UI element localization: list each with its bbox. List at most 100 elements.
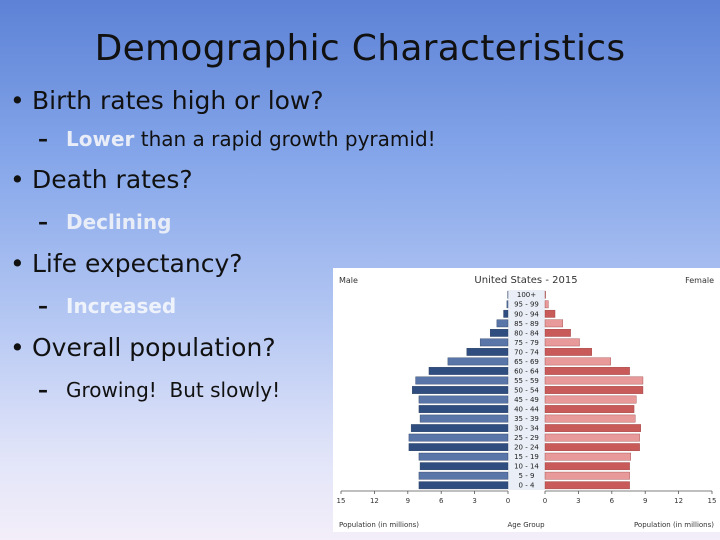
x-tick-label: 15 — [337, 497, 346, 505]
age-group-label: 55 - 59 — [514, 377, 539, 385]
age-group-label: 95 - 99 — [514, 301, 539, 309]
male-bar — [489, 328, 509, 337]
bullet-text: Death rates? — [32, 165, 193, 194]
female-bar — [544, 290, 546, 299]
female-bar — [544, 328, 571, 337]
female-bar — [544, 443, 640, 452]
bullet-dot: • — [10, 165, 25, 194]
female-bar — [544, 338, 580, 347]
bullet-birth-rates: • Birth rates high or low? — [10, 86, 324, 115]
x-tick-label: 15 — [708, 497, 717, 505]
female-bar — [544, 357, 611, 366]
age-group-label: 75 - 79 — [514, 339, 539, 347]
female-bar — [544, 367, 630, 375]
male-bar — [466, 348, 509, 356]
x-tick-label: 6 — [439, 497, 444, 505]
age-group-label: 90 - 94 — [514, 310, 539, 318]
sub-bullet-death-rates: – Declining — [38, 210, 171, 234]
female-bar — [544, 319, 564, 328]
age-column-bg — [508, 290, 545, 490]
answer-growing: Growing! But slowly! — [66, 378, 281, 402]
x-label-center: Age Group — [507, 521, 545, 529]
male-bar — [418, 452, 509, 461]
female-bar — [544, 300, 549, 309]
x-tick-label: 6 — [610, 497, 615, 505]
age-group-label: 70 - 74 — [514, 348, 539, 356]
age-group-label: 80 - 84 — [514, 329, 539, 337]
chart-title: United States - 2015 — [474, 275, 577, 286]
male-bar — [419, 462, 509, 471]
bullet-death-rates: • Death rates? — [10, 165, 193, 194]
male-bar — [503, 309, 509, 318]
age-group-label: 30 - 34 — [514, 425, 539, 433]
male-bar — [418, 471, 509, 480]
male-bar — [418, 481, 509, 490]
male-bar — [428, 367, 509, 375]
dash-symbol: – — [38, 210, 48, 234]
answer-declining: Declining — [66, 210, 172, 234]
x-tick-label: 3 — [472, 497, 476, 505]
dash-symbol: – — [38, 127, 48, 151]
answer-increased: Increased — [66, 294, 177, 318]
male-bar — [496, 319, 509, 328]
sub-bullet-birth-rates: – Lower than a rapid growth pyramid! — [38, 127, 436, 151]
male-bar — [410, 424, 509, 432]
male-bar — [415, 376, 509, 385]
x-tick-label: 0 — [506, 497, 510, 505]
age-group-label: 10 - 14 — [514, 463, 539, 471]
x-label-right: Population (in millions) — [634, 521, 714, 529]
age-group-label: 0 - 4 — [519, 482, 535, 490]
female-bar — [544, 452, 631, 461]
bullet-text: Overall population? — [32, 333, 276, 362]
slide-title: Demographic Characteristics — [94, 28, 626, 69]
female-bar — [544, 386, 644, 394]
female-bar — [544, 414, 636, 423]
x-tick-label: 3 — [576, 497, 580, 505]
age-group-label: 20 - 24 — [514, 444, 539, 452]
age-group-label: 85 - 89 — [514, 320, 539, 328]
dash-symbol: – — [38, 294, 48, 318]
female-bar — [544, 348, 592, 356]
answer-detail: than a rapid growth pyramid! — [134, 127, 436, 151]
sub-bullet-life-expectancy: – Increased — [38, 294, 176, 318]
male-label: Male — [339, 276, 358, 285]
age-group-label: 15 - 19 — [514, 453, 539, 461]
female-bar — [544, 395, 637, 404]
pyramid-svg: Male United States - 2015 Female Populat… — [337, 275, 717, 529]
female-bar — [544, 481, 630, 490]
x-tick-label: 0 — [543, 497, 547, 505]
female-bar — [544, 376, 644, 385]
age-group-label: 50 - 54 — [514, 386, 539, 394]
male-bar — [418, 405, 509, 413]
bullet-dot: • — [10, 333, 25, 362]
population-pyramid-chart: Male United States - 2015 Female Populat… — [333, 268, 720, 532]
x-tick-label: 9 — [643, 497, 647, 505]
bullet-life-expectancy: • Life expectancy? — [10, 249, 243, 278]
x-tick-label: 12 — [674, 497, 683, 505]
age-group-label: 40 - 44 — [514, 406, 539, 414]
dash-symbol: – — [38, 378, 48, 402]
bullet-dot: • — [10, 86, 25, 115]
female-bar — [544, 433, 640, 442]
age-group-label: 45 - 49 — [514, 396, 539, 404]
bullet-text: Birth rates high or low? — [32, 86, 324, 115]
bullet-dot: • — [10, 249, 25, 278]
male-bar — [506, 300, 509, 309]
male-bar — [418, 395, 509, 404]
x-tick-label: 12 — [370, 497, 379, 505]
female-bar — [544, 462, 630, 471]
male-bar — [408, 443, 509, 452]
x-label-left: Population (in millions) — [339, 521, 419, 529]
male-bar — [479, 338, 509, 347]
female-bar — [544, 309, 556, 318]
bullet-overall-population: • Overall population? — [10, 333, 276, 362]
sub-bullet-overall-population: – Growing! But slowly! — [38, 378, 280, 402]
male-bar — [419, 414, 509, 423]
age-group-label: 100+ — [517, 291, 536, 299]
female-bar — [544, 471, 630, 480]
age-group-label: 60 - 64 — [514, 367, 539, 375]
age-group-label: 35 - 39 — [514, 415, 539, 423]
female-bar — [544, 405, 635, 413]
age-group-label: 65 - 69 — [514, 358, 539, 366]
bullet-text: Life expectancy? — [32, 249, 243, 278]
